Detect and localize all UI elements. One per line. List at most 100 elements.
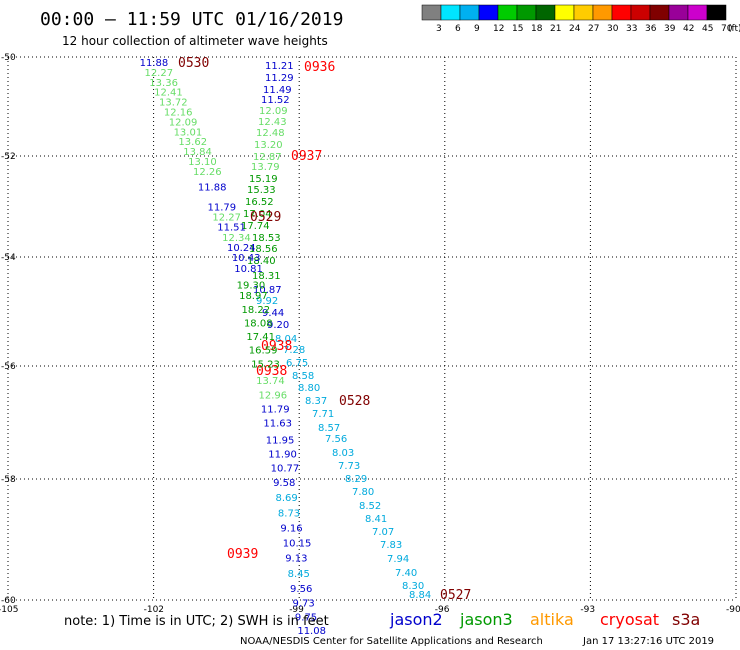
time-label: 0939 xyxy=(227,547,258,562)
track-label: 7.71 xyxy=(312,409,334,420)
colorbar-label: 15 xyxy=(512,24,523,34)
track-label: 11.52 xyxy=(261,95,290,106)
track-label: 7.07 xyxy=(372,527,394,538)
y-tick-label: -58 xyxy=(1,475,16,485)
swh-value: 13.10 xyxy=(188,157,217,168)
swh-value: 11.90 xyxy=(268,450,297,461)
swh-value: 10.81 xyxy=(234,264,263,275)
track-label: 18.53 xyxy=(252,233,281,244)
colorbar-swatch xyxy=(516,4,537,21)
colorbar-swatch xyxy=(554,4,575,21)
track-label: 8.58 xyxy=(292,371,314,382)
colorbar-swatch xyxy=(459,4,480,21)
legend-item: altika xyxy=(530,610,574,629)
footer-generated: Jan 17 13:27:16 UTC 2019 xyxy=(582,636,714,647)
swh-value: 12.27 xyxy=(212,213,241,224)
legend-item: cryosat xyxy=(600,610,659,629)
swh-value: 12.41 xyxy=(154,88,183,99)
y-tick-label: -56 xyxy=(1,362,16,372)
track-labels: 11.21 11.29 11.49 11.52 12.09 12.43 12.4… xyxy=(178,56,471,603)
swh-value: 18.97 xyxy=(239,291,268,302)
swh-value: 11.88 xyxy=(140,58,169,69)
track-label: 7.40 xyxy=(395,568,417,579)
track-label: 7.28 xyxy=(283,345,305,356)
track-label: 7.83 xyxy=(380,540,402,551)
track-label: 8.04 xyxy=(275,334,297,345)
swh-value: 18.22 xyxy=(242,305,271,316)
track-label: 7.73 xyxy=(338,461,360,472)
grid xyxy=(7,56,737,601)
track-label: 8.80 xyxy=(298,383,320,394)
colorbar-swatch xyxy=(668,4,689,21)
x-tick-label: -96 xyxy=(435,605,450,615)
swh-value: 11.95 xyxy=(266,435,295,446)
colorbar-swatch xyxy=(535,4,556,21)
swh-value: 10.24 xyxy=(227,243,256,254)
track-label: 6.75 xyxy=(286,358,308,369)
y-tick-label: -52 xyxy=(1,152,16,162)
colorbar-label: 39 xyxy=(664,24,676,34)
track-label: 15.33 xyxy=(247,185,276,196)
time-label: 0938 xyxy=(261,339,292,354)
chart-subtitle: 12 hour collection of altimeter wave hei… xyxy=(62,34,328,48)
colorbar-swatch xyxy=(573,4,594,21)
swh-value: 13.84 xyxy=(183,147,212,158)
x-tick-label: -93 xyxy=(580,605,595,615)
swh-value: 11.88 xyxy=(198,182,227,193)
footer-credit: NOAA/NESDIS Center for Satellite Applica… xyxy=(240,636,543,647)
time-label: 0938 xyxy=(256,364,287,379)
colorbar-swatch xyxy=(478,4,499,21)
colorbar-unit: (ft) xyxy=(728,24,740,34)
swh-value: 13.01 xyxy=(174,127,203,138)
track-label: 12.48 xyxy=(256,128,285,139)
colorbar-label: 12 xyxy=(493,24,504,34)
swh-value: 10.43 xyxy=(232,253,261,264)
y-tick-label: -60 xyxy=(1,596,16,606)
track-label: 18.56 xyxy=(249,244,278,255)
colorbar-swatch xyxy=(421,4,442,21)
legend: jason2 jason3 altika cryosat s3a xyxy=(389,610,700,629)
swh-value: 9.56 xyxy=(290,584,312,595)
colorbar-label: 24 xyxy=(569,24,581,34)
swh-value: 10.77 xyxy=(271,464,300,475)
track-label: 18.31 xyxy=(252,271,281,282)
swh-value: 8.73 xyxy=(278,508,300,519)
colorbar-label: 21 xyxy=(550,24,561,34)
track-label: 7.56 xyxy=(325,434,347,445)
x-tick-label: -90 xyxy=(726,605,740,615)
track-label: 11.29 xyxy=(265,73,294,84)
track-label: 13.79 xyxy=(251,162,280,173)
track-label: 18.40 xyxy=(247,256,276,267)
track-label: 8.57 xyxy=(318,423,340,434)
time-label: 0936 xyxy=(304,60,335,75)
swh-value: 9.73 xyxy=(292,599,314,610)
swh-value: 10.15 xyxy=(283,539,312,550)
legend-item: jason2 xyxy=(389,610,443,629)
colorbar-label: 45 xyxy=(702,24,713,34)
swh-value: 18.08 xyxy=(244,318,273,329)
swh-value: 12.16 xyxy=(164,107,193,118)
track-label: 17.74 xyxy=(241,221,270,232)
track-label: 9.20 xyxy=(267,320,289,331)
track-label: 8.30 xyxy=(402,581,424,592)
swh-value: 9.75 xyxy=(295,612,317,623)
x-tick-label: -105 xyxy=(0,605,18,615)
track-label: 8.84 xyxy=(409,590,431,601)
swh-value: 11.79 xyxy=(261,404,290,415)
track-label: 8.03 xyxy=(332,448,354,459)
track-label: 9.44 xyxy=(262,308,284,319)
x-tick-label: -99 xyxy=(289,605,304,615)
track-label: 13.20 xyxy=(254,140,283,151)
colorbar-label: 9 xyxy=(474,24,480,34)
colorbar-swatch xyxy=(630,4,651,21)
track-label: 9.92 xyxy=(256,296,278,307)
track-label: 15.19 xyxy=(249,174,278,185)
track-label: 8.41 xyxy=(365,514,387,525)
colorbar-label: 36 xyxy=(645,24,657,34)
swh-value: 12.96 xyxy=(259,390,288,401)
colorbar-label: 3 xyxy=(436,24,442,34)
colorbar-label: 18 xyxy=(531,24,543,34)
axis-ticks: -105 -102 -99 -96 -93 -90 -50 -52 -54 -56 -58 -60 xyxy=(0,53,740,615)
